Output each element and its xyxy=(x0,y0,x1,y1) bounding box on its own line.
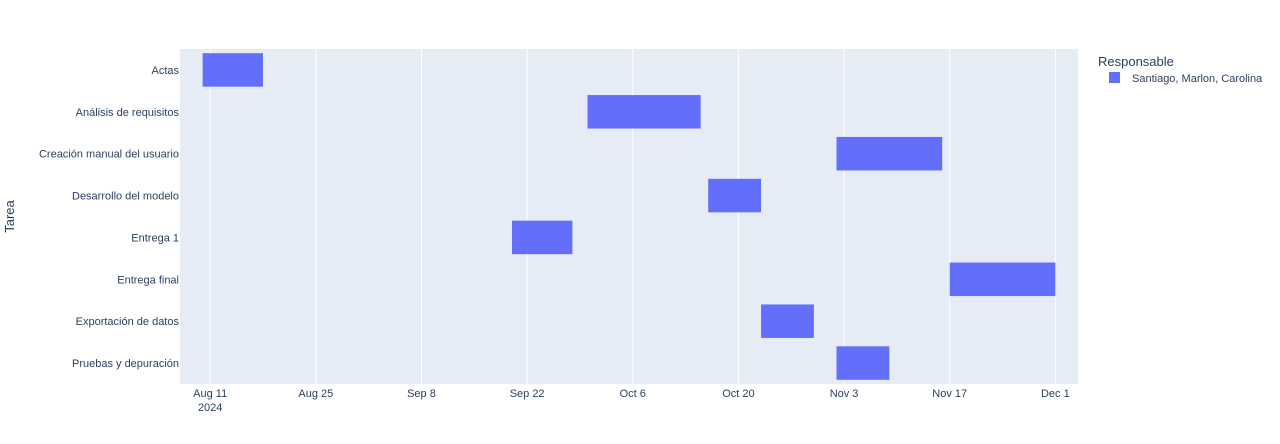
x-tick-label: Aug 11 xyxy=(193,388,227,400)
task-bar[interactable] xyxy=(708,178,762,213)
x-tick-label: Sep 8 xyxy=(407,388,436,400)
x-tick-label: Oct 6 xyxy=(620,388,646,400)
y-axis-title: Tarea xyxy=(2,199,17,232)
x-tick-label: Dec 1 xyxy=(1041,388,1070,400)
x-tick-label: Nov 17 xyxy=(932,388,967,400)
x-tick-label: Nov 3 xyxy=(830,388,859,400)
y-tick-label: Pruebas y depuración xyxy=(72,358,179,370)
y-tick-label: Actas xyxy=(151,65,179,77)
legend-swatch[interactable] xyxy=(1109,72,1120,83)
legend-title: Responsable xyxy=(1098,54,1174,69)
y-tick-label: Desarrollo del modelo xyxy=(72,191,179,203)
task-bar[interactable] xyxy=(202,53,264,87)
legend-item-label[interactable]: Santiago, Marlon, Carolina xyxy=(1132,73,1263,85)
x-tick-label: Sep 22 xyxy=(510,388,545,400)
task-bar[interactable] xyxy=(761,304,814,338)
task-bar[interactable] xyxy=(587,95,701,129)
task-bar[interactable] xyxy=(512,220,573,255)
y-axis-ticks: Actas Análisis de requisitos Creación manu… xyxy=(39,65,180,370)
legend-items[interactable]: Santiago, Marlon, Carolina xyxy=(1109,72,1263,85)
y-tick-label: Entrega 1 xyxy=(131,232,179,244)
task-bar[interactable] xyxy=(836,136,943,171)
task-bar[interactable] xyxy=(949,262,1056,297)
legend[interactable]: Responsable Santiago, Marlon, Carolina xyxy=(1098,54,1263,85)
x-tick-label: Oct 20 xyxy=(722,388,754,400)
y-tick-label: Análisis de requisitos xyxy=(76,107,180,119)
y-tick-label: Entrega final xyxy=(117,274,179,286)
y-tick-label: Exportación de datos xyxy=(76,316,180,328)
x-axis-ticks: Aug 11 2024 Aug 25 Sep 8 Sep 22 Oct 6 Oct 20 No… xyxy=(193,388,1070,414)
task-bar[interactable] xyxy=(836,346,890,380)
y-tick-label: Creación manual del usuario xyxy=(39,149,179,161)
task-bars xyxy=(202,53,1056,380)
gridlines xyxy=(209,49,1056,384)
x-tick-label: Aug 25 xyxy=(298,388,333,400)
x-tick-sublabel: 2024 xyxy=(198,402,222,414)
